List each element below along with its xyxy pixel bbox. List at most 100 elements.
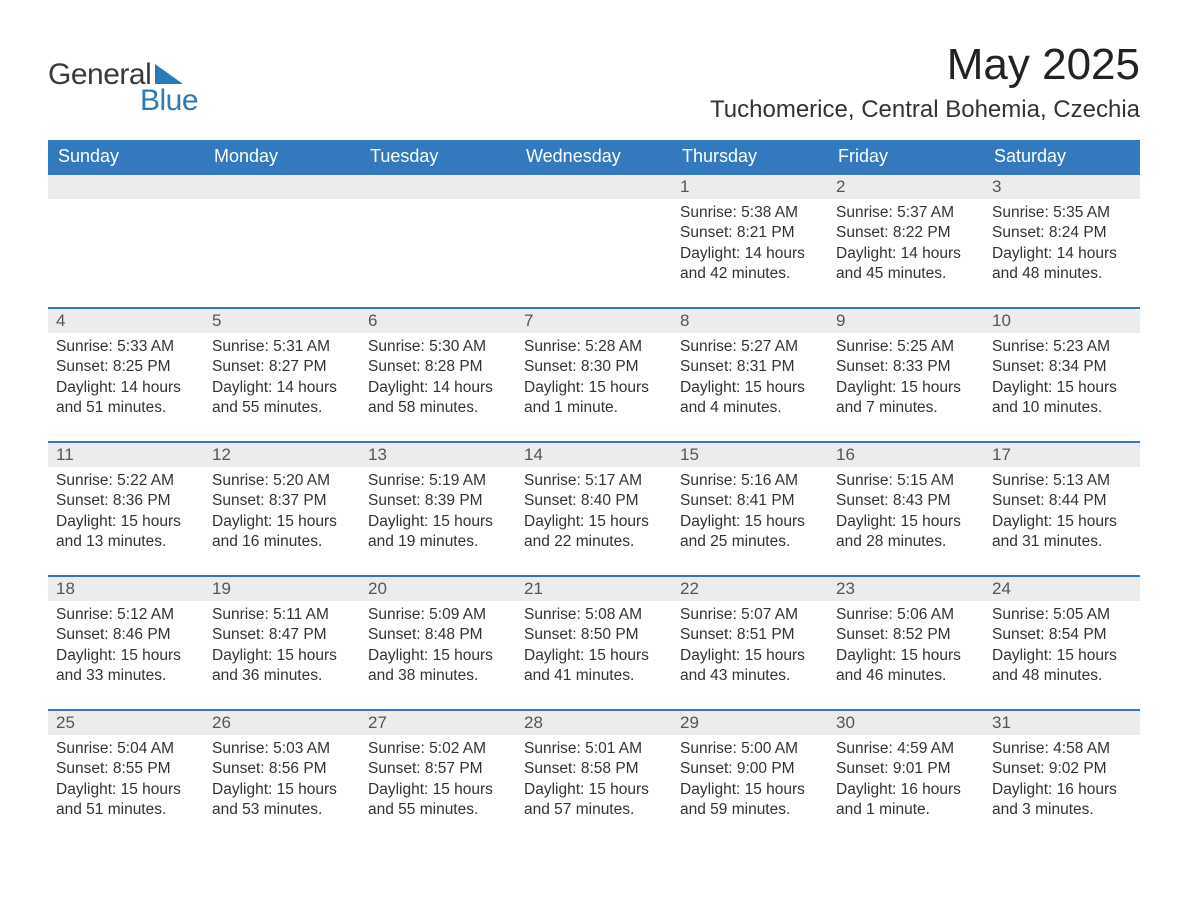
daylight-text: Daylight: 16 hours and 1 minute. — [836, 780, 976, 821]
empty-day-band — [204, 175, 360, 199]
weekday-header: Friday — [828, 140, 984, 173]
sunset-text: Sunset: 8:24 PM — [992, 223, 1132, 243]
daylight-text: Daylight: 15 hours and 55 minutes. — [368, 780, 508, 821]
day-number: 30 — [828, 711, 984, 735]
month-title: May 2025 — [710, 40, 1140, 90]
sunrise-text: Sunrise: 5:20 AM — [212, 471, 352, 491]
day-number: 18 — [48, 577, 204, 601]
day-body: Sunrise: 5:30 AMSunset: 8:28 PMDaylight:… — [360, 333, 516, 423]
sunrise-text: Sunrise: 5:17 AM — [524, 471, 664, 491]
day-cell — [360, 175, 516, 293]
day-cell: 13Sunrise: 5:19 AMSunset: 8:39 PMDayligh… — [360, 443, 516, 561]
daylight-text: Daylight: 15 hours and 33 minutes. — [56, 646, 196, 687]
daylight-text: Daylight: 15 hours and 41 minutes. — [524, 646, 664, 687]
day-number: 3 — [984, 175, 1140, 199]
sunset-text: Sunset: 9:02 PM — [992, 759, 1132, 779]
day-number: 17 — [984, 443, 1140, 467]
header: General Blue May 2025 Tuchomerice, Centr… — [48, 40, 1140, 124]
sunset-text: Sunset: 8:48 PM — [368, 625, 508, 645]
day-body: Sunrise: 5:22 AMSunset: 8:36 PMDaylight:… — [48, 467, 204, 557]
sunset-text: Sunset: 8:22 PM — [836, 223, 976, 243]
day-cell: 1Sunrise: 5:38 AMSunset: 8:21 PMDaylight… — [672, 175, 828, 293]
day-number: 21 — [516, 577, 672, 601]
sunrise-text: Sunrise: 5:25 AM — [836, 337, 976, 357]
day-cell: 14Sunrise: 5:17 AMSunset: 8:40 PMDayligh… — [516, 443, 672, 561]
sunrise-text: Sunrise: 5:02 AM — [368, 739, 508, 759]
day-number: 10 — [984, 309, 1140, 333]
sunrise-text: Sunrise: 5:12 AM — [56, 605, 196, 625]
day-body: Sunrise: 5:04 AMSunset: 8:55 PMDaylight:… — [48, 735, 204, 825]
day-number: 16 — [828, 443, 984, 467]
weekday-header: Thursday — [672, 140, 828, 173]
day-number: 19 — [204, 577, 360, 601]
daylight-text: Daylight: 15 hours and 46 minutes. — [836, 646, 976, 687]
day-body: Sunrise: 5:27 AMSunset: 8:31 PMDaylight:… — [672, 333, 828, 423]
day-body: Sunrise: 5:17 AMSunset: 8:40 PMDaylight:… — [516, 467, 672, 557]
day-number: 14 — [516, 443, 672, 467]
week-row: 25Sunrise: 5:04 AMSunset: 8:55 PMDayligh… — [48, 709, 1140, 829]
logo: General Blue — [48, 58, 198, 118]
day-cell: 31Sunrise: 4:58 AMSunset: 9:02 PMDayligh… — [984, 711, 1140, 829]
weekday-header: Saturday — [984, 140, 1140, 173]
sunrise-text: Sunrise: 5:16 AM — [680, 471, 820, 491]
day-cell: 16Sunrise: 5:15 AMSunset: 8:43 PMDayligh… — [828, 443, 984, 561]
sunrise-text: Sunrise: 5:38 AM — [680, 203, 820, 223]
day-body: Sunrise: 5:13 AMSunset: 8:44 PMDaylight:… — [984, 467, 1140, 557]
sunrise-text: Sunrise: 4:58 AM — [992, 739, 1132, 759]
daylight-text: Daylight: 15 hours and 13 minutes. — [56, 512, 196, 553]
day-cell — [48, 175, 204, 293]
daylight-text: Daylight: 14 hours and 58 minutes. — [368, 378, 508, 419]
day-number: 13 — [360, 443, 516, 467]
daylight-text: Daylight: 15 hours and 48 minutes. — [992, 646, 1132, 687]
day-cell: 20Sunrise: 5:09 AMSunset: 8:48 PMDayligh… — [360, 577, 516, 695]
day-cell — [516, 175, 672, 293]
daylight-text: Daylight: 14 hours and 48 minutes. — [992, 244, 1132, 285]
daylight-text: Daylight: 15 hours and 1 minute. — [524, 378, 664, 419]
day-body: Sunrise: 5:05 AMSunset: 8:54 PMDaylight:… — [984, 601, 1140, 691]
day-number: 5 — [204, 309, 360, 333]
day-cell — [204, 175, 360, 293]
sunrise-text: Sunrise: 5:13 AM — [992, 471, 1132, 491]
weeks-container: 1Sunrise: 5:38 AMSunset: 8:21 PMDaylight… — [48, 173, 1140, 829]
sunset-text: Sunset: 8:47 PM — [212, 625, 352, 645]
day-cell: 15Sunrise: 5:16 AMSunset: 8:41 PMDayligh… — [672, 443, 828, 561]
day-body: Sunrise: 5:09 AMSunset: 8:48 PMDaylight:… — [360, 601, 516, 691]
sunset-text: Sunset: 8:39 PM — [368, 491, 508, 511]
sunrise-text: Sunrise: 5:33 AM — [56, 337, 196, 357]
week-row: 18Sunrise: 5:12 AMSunset: 8:46 PMDayligh… — [48, 575, 1140, 695]
day-number: 8 — [672, 309, 828, 333]
sunrise-text: Sunrise: 5:07 AM — [680, 605, 820, 625]
day-cell: 23Sunrise: 5:06 AMSunset: 8:52 PMDayligh… — [828, 577, 984, 695]
day-number: 25 — [48, 711, 204, 735]
sunrise-text: Sunrise: 5:01 AM — [524, 739, 664, 759]
daylight-text: Daylight: 15 hours and 36 minutes. — [212, 646, 352, 687]
sunset-text: Sunset: 8:50 PM — [524, 625, 664, 645]
sunset-text: Sunset: 8:34 PM — [992, 357, 1132, 377]
daylight-text: Daylight: 14 hours and 42 minutes. — [680, 244, 820, 285]
daylight-text: Daylight: 15 hours and 4 minutes. — [680, 378, 820, 419]
empty-day-band — [48, 175, 204, 199]
day-number: 4 — [48, 309, 204, 333]
day-body: Sunrise: 5:35 AMSunset: 8:24 PMDaylight:… — [984, 199, 1140, 289]
sunset-text: Sunset: 8:21 PM — [680, 223, 820, 243]
day-body: Sunrise: 5:20 AMSunset: 8:37 PMDaylight:… — [204, 467, 360, 557]
day-cell: 21Sunrise: 5:08 AMSunset: 8:50 PMDayligh… — [516, 577, 672, 695]
day-body: Sunrise: 5:03 AMSunset: 8:56 PMDaylight:… — [204, 735, 360, 825]
day-cell: 19Sunrise: 5:11 AMSunset: 8:47 PMDayligh… — [204, 577, 360, 695]
day-body: Sunrise: 5:06 AMSunset: 8:52 PMDaylight:… — [828, 601, 984, 691]
daylight-text: Daylight: 15 hours and 10 minutes. — [992, 378, 1132, 419]
day-cell: 9Sunrise: 5:25 AMSunset: 8:33 PMDaylight… — [828, 309, 984, 427]
day-cell: 22Sunrise: 5:07 AMSunset: 8:51 PMDayligh… — [672, 577, 828, 695]
daylight-text: Daylight: 15 hours and 31 minutes. — [992, 512, 1132, 553]
daylight-text: Daylight: 15 hours and 16 minutes. — [212, 512, 352, 553]
week-row: 11Sunrise: 5:22 AMSunset: 8:36 PMDayligh… — [48, 441, 1140, 561]
day-number: 23 — [828, 577, 984, 601]
day-number: 26 — [204, 711, 360, 735]
daylight-text: Daylight: 15 hours and 59 minutes. — [680, 780, 820, 821]
day-number: 12 — [204, 443, 360, 467]
day-cell: 24Sunrise: 5:05 AMSunset: 8:54 PMDayligh… — [984, 577, 1140, 695]
day-body: Sunrise: 5:23 AMSunset: 8:34 PMDaylight:… — [984, 333, 1140, 423]
day-body: Sunrise: 5:07 AMSunset: 8:51 PMDaylight:… — [672, 601, 828, 691]
week-row: 4Sunrise: 5:33 AMSunset: 8:25 PMDaylight… — [48, 307, 1140, 427]
sunrise-text: Sunrise: 5:37 AM — [836, 203, 976, 223]
